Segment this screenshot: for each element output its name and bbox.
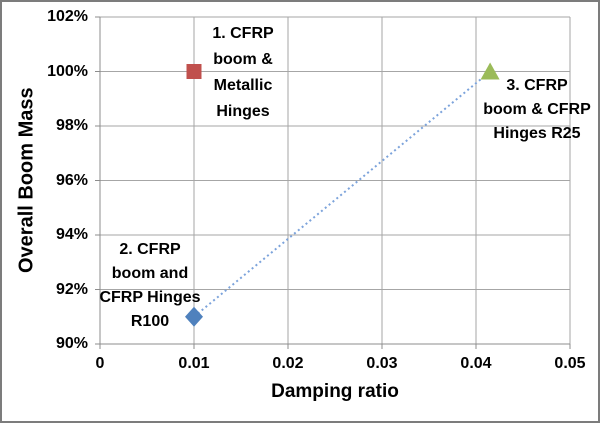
point-label-metallic-hinges: 1. CFRP boom & Metallic Hinges <box>212 25 274 120</box>
y-tick-label: 92% <box>55 280 88 298</box>
y-tick-label: 100% <box>47 62 88 80</box>
x-axis-title: Damping ratio <box>271 381 399 402</box>
x-tick-label: 0 <box>95 355 105 372</box>
x-tick-label: 0.04 <box>460 355 492 372</box>
data-point-square-marker <box>186 64 202 79</box>
y-tick-label: 98% <box>55 117 88 134</box>
data-point-triangle-marker <box>480 62 500 80</box>
x-tick-label: 0.02 <box>272 355 304 372</box>
y-tick-label: 94% <box>55 226 88 243</box>
point-label-cfrp-hinges-r25: 3. CFRP boom & CFRP Hinges R25 <box>483 77 591 142</box>
y-tick-label: 102% <box>47 8 88 25</box>
x-tick-label: 0.05 <box>554 355 586 372</box>
y-axis-title: Overall Boom Mass <box>15 87 38 274</box>
y-tick-label: 96% <box>55 171 88 189</box>
point-label-cfrp-hinges-r100: 2. CFRP boom and CFRP Hinges R100 <box>99 241 201 330</box>
x-tick-label: 0.01 <box>178 355 210 372</box>
connector-dotted-line <box>193 70 491 318</box>
data-point-diamond-marker <box>185 306 203 327</box>
y-tick-label: 90% <box>55 335 88 352</box>
x-tick-label: 0.03 <box>366 355 398 372</box>
